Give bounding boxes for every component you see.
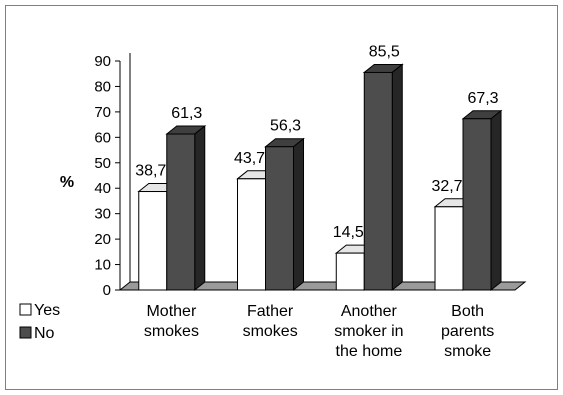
data-label-yes: 32,7 [431,178,462,195]
data-label-no: 85,5 [369,43,400,60]
legend-label-no: No [34,325,55,342]
y-tick-label: 20 [94,231,111,248]
data-label-yes: 38,7 [135,163,166,180]
legend-label-yes: Yes [34,302,60,319]
y-tick-label: 0 [103,282,111,299]
bar-no [461,109,503,292]
data-label-yes: 14,5 [333,224,364,241]
bar-yes-front [434,206,464,291]
bar-no-side [293,137,305,292]
bar-no-side [194,124,206,292]
y-tick-label: 40 [94,180,111,197]
y-tick-label: 30 [94,206,111,223]
bar-no-side [391,63,403,292]
legend-swatch-yes [19,303,32,316]
y-tick-label: 70 [94,104,111,121]
chart-frame [5,5,558,390]
y-tick-label: 10 [94,257,111,274]
bar-no [165,124,207,292]
category-label: smoke [444,343,491,360]
data-label-no: 67,3 [467,90,498,107]
category-label: the home [336,343,403,360]
y-tick-label: 80 [94,78,111,95]
category-label: Mother [146,303,196,320]
bar-yes-front [138,191,168,291]
category-label: smoker in [334,323,403,340]
category-label: Both [451,303,484,320]
y-tick-label: 90 [94,53,111,70]
bar-no-front [363,71,393,291]
bar-no [362,63,404,292]
bar-no [264,137,305,292]
data-label-no: 61,3 [171,105,202,122]
category-label: Another [341,303,398,320]
data-label-no: 56,3 [270,118,301,135]
bar-no-front [166,133,196,291]
category-label: smokes [243,323,298,340]
bar-no-front [265,146,295,291]
bar-yes-front [335,252,365,291]
bar-no-side [490,109,502,292]
y-tick-label: 50 [94,155,111,172]
y-tick-label: 60 [94,129,111,146]
y-axis-label: % [60,174,74,191]
bar-yes-front [237,178,267,291]
data-label-yes: 43,7 [234,150,265,167]
legend-swatch-no [19,326,32,339]
bar-no-front [462,118,492,291]
category-label: smokes [144,323,199,340]
category-label: Father [247,303,294,320]
category-label: parents [441,323,494,340]
